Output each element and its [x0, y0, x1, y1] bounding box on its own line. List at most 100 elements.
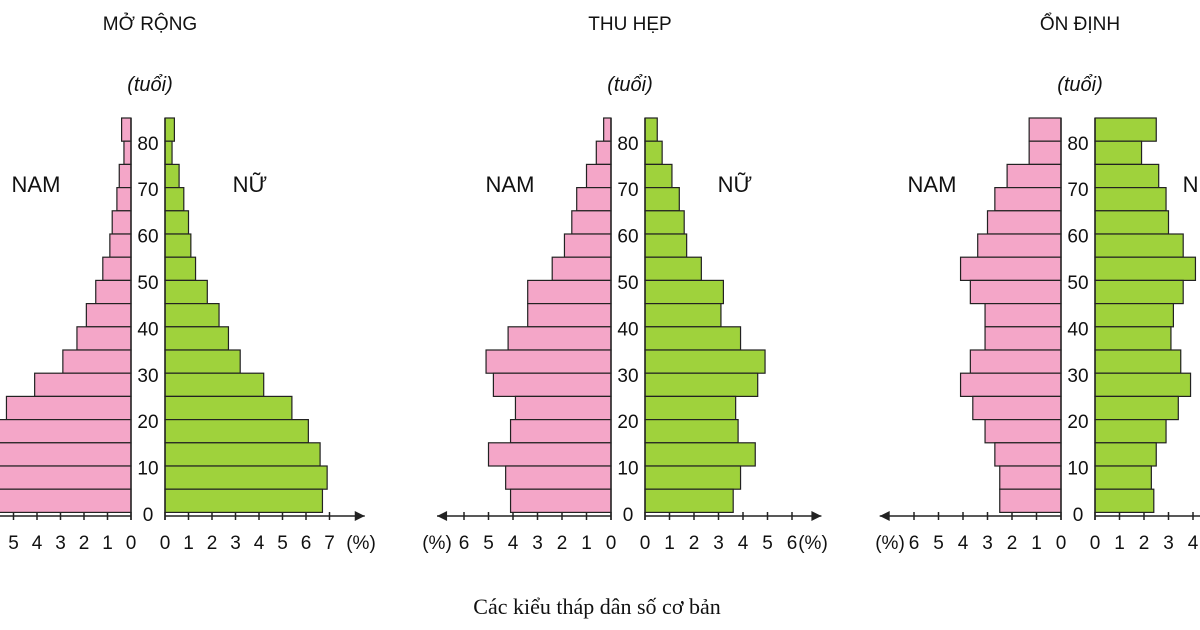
- male-bar-5-9: [999, 465, 1062, 490]
- female-axis-arrow: [354, 511, 365, 521]
- female-bar-35-39: [164, 326, 230, 351]
- female-label: NỮ: [718, 172, 753, 197]
- female-bar-20-24: [1094, 395, 1179, 421]
- female-tick-label: 1: [664, 533, 675, 554]
- female-bar-80+: [164, 117, 175, 142]
- female-bar-65-69: [1094, 187, 1167, 212]
- female-bar-30-34: [164, 349, 241, 374]
- female-tick-label: 3: [230, 533, 241, 554]
- age-unit-label: (tuổi): [1057, 74, 1103, 96]
- female-tick-label: 2: [1139, 533, 1150, 554]
- male-bar-30-34: [969, 349, 1062, 374]
- male-bar-50-54: [959, 256, 1062, 282]
- female-bar-40-44: [1094, 303, 1175, 328]
- female-bar-0-4: [644, 488, 734, 514]
- age-tick-label: 20: [1067, 412, 1088, 433]
- age-tick-label: 10: [137, 459, 158, 480]
- male-label: NAM: [486, 172, 535, 197]
- male-bar-65-69: [116, 187, 132, 212]
- female-bar-40-44: [164, 303, 220, 328]
- age-tick-label: 60: [1067, 227, 1088, 248]
- female-label: NỮ: [233, 172, 268, 197]
- pyramid-title: THU HẸP: [588, 14, 671, 35]
- female-bar-60-64: [164, 210, 190, 235]
- pyramid-title: ỔN ĐỊNH: [1040, 13, 1120, 35]
- age-tick-label: 50: [617, 273, 638, 294]
- female-percent-unit: (%): [346, 533, 376, 554]
- male-bar-55-59: [563, 233, 612, 258]
- male-bar-20-24: [5, 395, 132, 421]
- female-bar-55-59: [1094, 233, 1184, 258]
- age-tick-label: 20: [617, 412, 638, 433]
- male-bar-80+: [603, 117, 612, 142]
- male-bar-35-39: [984, 326, 1062, 351]
- male-tick-label: 0: [126, 533, 137, 554]
- age-tick-label: 30: [137, 366, 158, 387]
- male-tick-label: 5: [933, 533, 944, 554]
- age-tick-label: 0: [143, 505, 154, 526]
- male-bar-35-39: [507, 326, 612, 351]
- male-bar-80+: [120, 117, 132, 142]
- female-bar-55-59: [164, 233, 192, 258]
- male-bar-15-19: [0, 419, 132, 444]
- male-bar-10-14: [994, 442, 1062, 467]
- age-tick-label: 30: [1067, 366, 1088, 387]
- male-axis-arrow: [879, 511, 890, 521]
- age-tick-label: 30: [617, 366, 638, 387]
- age-tick-label: 80: [617, 134, 638, 155]
- female-bar-60-64: [1094, 210, 1170, 235]
- age-tick-label: 50: [1067, 273, 1088, 294]
- female-bar-25-29: [644, 372, 759, 398]
- age-tick-label: 70: [137, 180, 158, 201]
- male-bar-40-44: [984, 303, 1062, 328]
- male-tick-label: 6: [459, 533, 470, 554]
- female-bar-70-74: [644, 163, 673, 189]
- female-tick-label: 0: [160, 533, 171, 554]
- male-bar-60-64: [111, 210, 132, 235]
- male-percent-unit: (%): [875, 533, 905, 554]
- male-tick-label: 4: [32, 533, 43, 554]
- male-bar-55-59: [109, 233, 132, 258]
- age-tick-label: 10: [1067, 459, 1088, 480]
- age-tick-label: 50: [137, 273, 158, 294]
- male-axis-arrow: [437, 511, 448, 521]
- female-bar-5-9: [1094, 465, 1152, 490]
- female-bar-20-24: [164, 395, 293, 421]
- female-bar-75-79: [164, 140, 173, 165]
- female-tick-label: 4: [738, 533, 749, 554]
- female-label: NỮ: [1183, 172, 1200, 197]
- female-bar-35-39: [1094, 326, 1172, 351]
- male-tick-label: 3: [982, 533, 993, 554]
- female-tick-label: 2: [207, 533, 218, 554]
- female-bar-15-19: [644, 419, 739, 444]
- male-bar-65-69: [576, 187, 612, 212]
- female-bar-15-19: [1094, 419, 1167, 444]
- female-bar-5-9: [164, 465, 328, 490]
- male-bar-35-39: [76, 326, 132, 351]
- female-percent-unit: (%): [798, 533, 828, 554]
- male-tick-label: 2: [1007, 533, 1018, 554]
- age-tick-label: 10: [617, 459, 638, 480]
- female-bar-45-49: [164, 279, 208, 305]
- male-tick-label: 5: [483, 533, 494, 554]
- female-bar-35-39: [644, 326, 742, 351]
- male-bar-10-14: [0, 442, 132, 467]
- female-bar-70-74: [1094, 163, 1160, 189]
- female-bar-5-9: [644, 465, 742, 490]
- male-label: NAM: [908, 172, 957, 197]
- male-bar-0-4: [509, 488, 612, 514]
- female-bar-65-69: [644, 187, 680, 212]
- male-bar-30-34: [62, 349, 132, 374]
- female-bar-50-54: [164, 256, 197, 282]
- age-unit-label: (tuổi): [607, 74, 653, 96]
- male-bar-75-79: [123, 140, 132, 165]
- male-bar-10-14: [487, 442, 612, 467]
- female-bar-70-74: [164, 163, 180, 189]
- male-bar-75-79: [1028, 140, 1062, 165]
- male-bar-70-74: [585, 163, 612, 189]
- female-bar-75-79: [1094, 140, 1143, 165]
- female-tick-label: 1: [1114, 533, 1125, 554]
- female-tick-label: 4: [1188, 533, 1199, 554]
- male-percent-unit: (%): [422, 533, 452, 554]
